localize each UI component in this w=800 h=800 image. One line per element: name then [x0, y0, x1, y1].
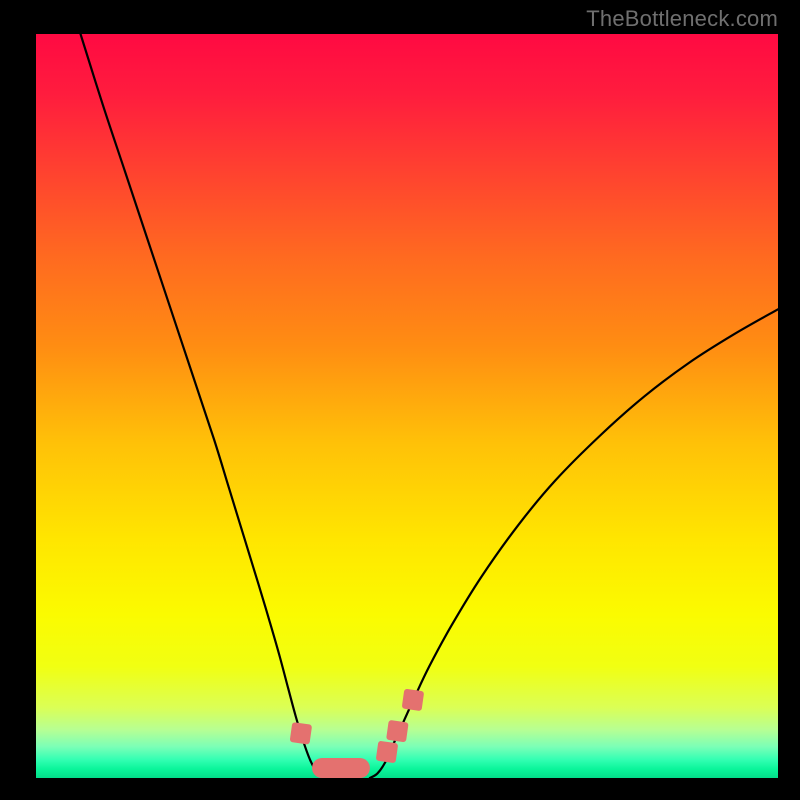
watermark-text: TheBottleneck.com — [586, 6, 778, 32]
marker-bottom-bar — [312, 758, 370, 778]
marker-right-dot-0 — [376, 741, 399, 764]
marker-left-dot — [290, 722, 313, 745]
marker-right-dot-2 — [402, 689, 425, 712]
curve-svg — [36, 34, 778, 778]
marker-right-dot-1 — [386, 720, 409, 743]
chart-frame: TheBottleneck.com — [0, 0, 800, 800]
chart-curve — [370, 309, 778, 778]
chart-curve — [81, 34, 326, 778]
plot-area — [36, 34, 778, 778]
